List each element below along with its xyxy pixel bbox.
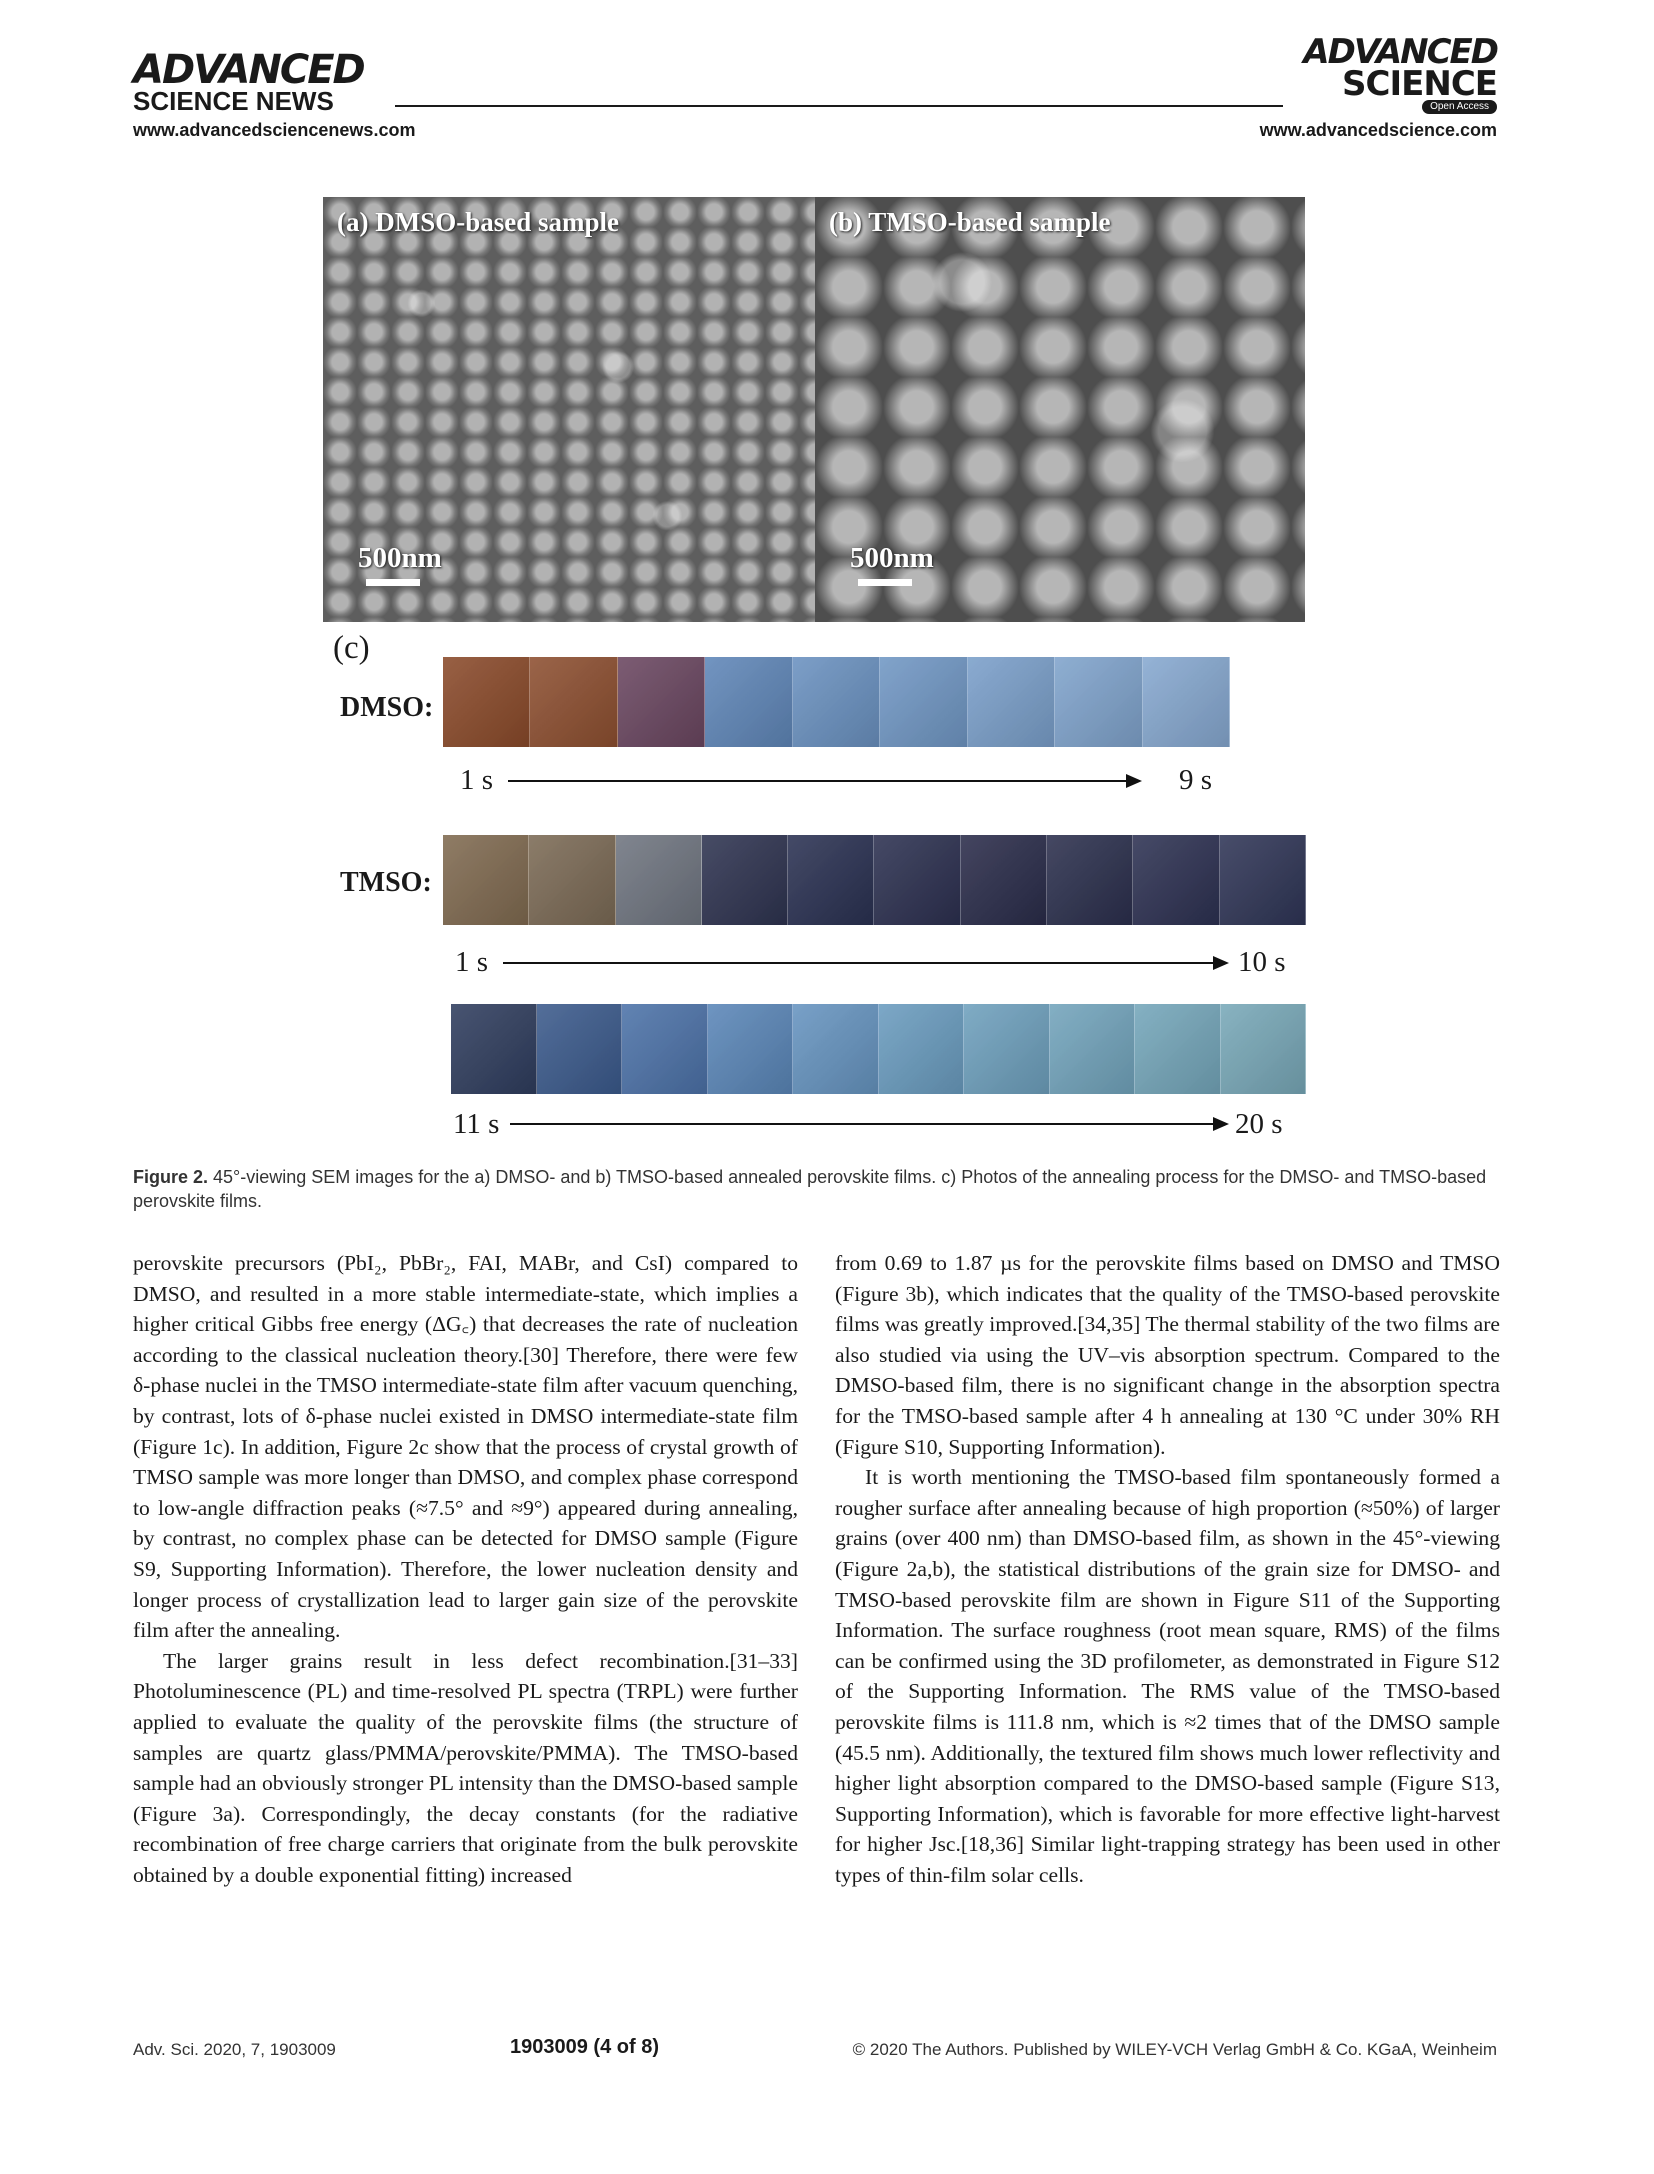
annealing-photo-tile bbox=[1142, 657, 1230, 747]
dmso-time-arrow bbox=[508, 780, 1128, 782]
figure-caption: Figure 2. 45°-viewing SEM images for the… bbox=[133, 1165, 1499, 1213]
open-access-badge: Open Access bbox=[1422, 100, 1497, 114]
annealing-photo-tile bbox=[1133, 835, 1220, 925]
logo-line-1: ADVANCED bbox=[1303, 32, 1499, 72]
journal-url-right[interactable]: www.advancedscience.com bbox=[1259, 120, 1497, 140]
sem-image-tmso: (b) TMSO-based sample 500nm bbox=[815, 197, 1305, 622]
annealing-photo-tile bbox=[880, 657, 968, 747]
annealing-photo-tile bbox=[617, 657, 706, 747]
dmso-end-time: 9 s bbox=[1179, 764, 1213, 796]
scale-bar bbox=[858, 579, 912, 586]
dmso-photo-strip bbox=[443, 657, 1230, 747]
annealing-photo-tile bbox=[1047, 835, 1134, 925]
scale-bar bbox=[366, 579, 420, 586]
tmso-photo-strip bbox=[443, 835, 1306, 925]
tmso-time-arrow bbox=[503, 962, 1215, 964]
tmso-row-label: TMSO: bbox=[340, 867, 432, 898]
panel-c-label: (c) bbox=[333, 630, 370, 666]
body-column-right: from 0.69 to 1.87 µs for the perovskite … bbox=[835, 1248, 1500, 1890]
annealing-photo-tile bbox=[530, 657, 618, 747]
tmso-start-time: 1 s bbox=[455, 946, 489, 978]
annealing-photo-tile bbox=[443, 835, 530, 925]
paragraph: from 0.69 to 1.87 µs for the perovskite … bbox=[835, 1251, 1500, 1459]
annealing-photo-tile bbox=[878, 1004, 964, 1094]
sem-image-dmso: (a) DMSO-based sample 500nm bbox=[323, 197, 815, 622]
annealing-photo-tile bbox=[701, 835, 789, 925]
logo-line-2: SCIENCE bbox=[1342, 64, 1498, 104]
paragraph: perovskite precursors (PbI₂, PbBr₂, FAI,… bbox=[133, 1251, 798, 1643]
annealing-photo-tile bbox=[1219, 835, 1306, 925]
annealing-photo-tile bbox=[788, 835, 875, 925]
tmso2-start-time: 11 s bbox=[453, 1108, 500, 1140]
annealing-photo-tile bbox=[874, 835, 961, 925]
annealing-photo-tile bbox=[705, 657, 793, 747]
annealing-photo-tile bbox=[707, 1004, 793, 1094]
logo-line-1: ADVANCED bbox=[133, 47, 366, 93]
scale-bar-label: 500nm bbox=[358, 542, 442, 574]
footer-page-number: 1903009 (4 of 8) bbox=[510, 2036, 659, 2058]
caption-text: 45°-viewing SEM images for the a) DMSO- … bbox=[133, 1167, 1487, 1211]
paragraph: It is worth mentioning the TMSO-based fi… bbox=[835, 1465, 1500, 1887]
annealing-photo-tile bbox=[1049, 1004, 1135, 1094]
paragraph: The larger grains result in less defect … bbox=[133, 1648, 798, 1887]
logo-line-2: SCIENCE NEWS bbox=[133, 86, 334, 116]
advanced-science-news-logo: ADVANCED SCIENCE NEWS bbox=[133, 47, 393, 116]
annealing-photo-tile bbox=[1055, 657, 1143, 747]
annealing-photo-tile bbox=[960, 835, 1048, 925]
footer-copyright: © 2020 The Authors. Published by WILEY-V… bbox=[852, 2040, 1497, 2059]
annealing-photo-tile bbox=[793, 1004, 879, 1094]
journal-url-left[interactable]: www.advancedsciencenews.com bbox=[133, 120, 416, 140]
dmso-start-time: 1 s bbox=[460, 764, 494, 796]
advanced-science-logo: ADVANCED SCIENCE bbox=[1303, 32, 1499, 104]
annealing-photo-tile bbox=[622, 1004, 708, 1094]
panel-a-label: (a) DMSO-based sample bbox=[337, 207, 619, 237]
tmso-photo-strip-2 bbox=[451, 1004, 1306, 1094]
annealing-photo-tile bbox=[1220, 1004, 1306, 1094]
footer-citation: Adv. Sci. 2020, 7, 1903009 bbox=[133, 2040, 336, 2059]
header-rule bbox=[395, 105, 1283, 107]
annealing-photo-tile bbox=[529, 835, 616, 925]
tmso2-end-time: 20 s bbox=[1235, 1108, 1283, 1140]
arrow-head-icon bbox=[1126, 774, 1142, 788]
arrow-head-icon bbox=[1213, 956, 1229, 970]
annealing-photo-tile bbox=[536, 1004, 622, 1094]
tmso-end-time: 10 s bbox=[1238, 946, 1286, 978]
annealing-photo-tile bbox=[1135, 1004, 1221, 1094]
annealing-photo-tile bbox=[615, 835, 702, 925]
annealing-photo-tile bbox=[967, 657, 1056, 747]
annealing-photo-tile bbox=[451, 1004, 537, 1094]
dmso-row-label: DMSO: bbox=[340, 692, 434, 723]
annealing-photo-tile bbox=[792, 657, 881, 747]
body-column-left: perovskite precursors (PbI₂, PbBr₂, FAI,… bbox=[133, 1248, 798, 1890]
annealing-photo-tile bbox=[964, 1004, 1050, 1094]
arrow-head-icon bbox=[1213, 1117, 1229, 1131]
caption-label: Figure 2. bbox=[133, 1167, 209, 1187]
scale-bar-label: 500nm bbox=[850, 542, 934, 574]
panel-b-label: (b) TMSO-based sample bbox=[829, 207, 1111, 237]
tmso2-time-arrow bbox=[510, 1123, 1215, 1125]
annealing-photo-tile bbox=[443, 657, 531, 747]
